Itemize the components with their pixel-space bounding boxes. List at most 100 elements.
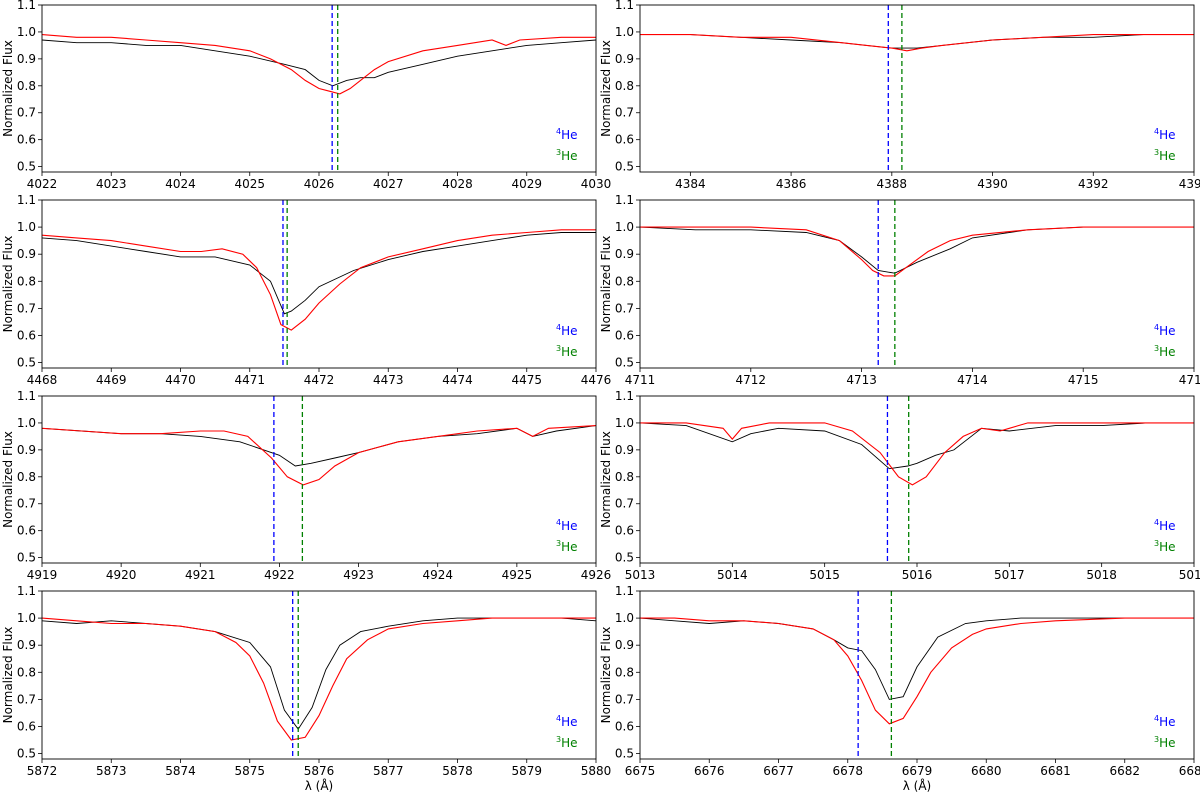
- x-tick-label: 5014: [717, 568, 748, 582]
- model-spectrum-line: [42, 425, 596, 486]
- y-axis-label: Normalized Flux: [1, 431, 15, 528]
- model-spectrum-line: [640, 617, 1194, 725]
- x-tick-label: 4711: [625, 373, 656, 387]
- y-tick-label: 0.5: [17, 551, 36, 565]
- observed-spectrum-line: [42, 617, 596, 730]
- y-axis-label: Normalized Flux: [599, 40, 613, 137]
- y-tick-label: 0.7: [615, 301, 634, 315]
- x-tick-label: 4925: [502, 568, 533, 582]
- x-tick-label: 5878: [442, 764, 473, 778]
- x-tick-label: 5880: [581, 764, 612, 778]
- x-tick-label: 4469: [96, 373, 127, 387]
- x-tick-label: 4386: [776, 177, 807, 191]
- x-tick-label: 5875: [234, 764, 265, 778]
- y-tick-label: 0.5: [615, 356, 634, 370]
- x-tick-label: 4392: [1078, 177, 1109, 191]
- y-axis-label: Normalized Flux: [1, 40, 15, 137]
- x-axis-label: λ (Å): [305, 778, 334, 793]
- x-tick-label: 4022: [27, 177, 58, 191]
- panel-7: 5872 5873 5874 5875 5876 5877 5878 5879 5880 0.5 0…: [1, 584, 611, 793]
- plot-area: [42, 200, 596, 368]
- y-axis-label: Normalized Flux: [1, 236, 15, 333]
- model-spectrum-line: [42, 34, 596, 95]
- legend-he4: 4He: [556, 518, 578, 533]
- x-tick-label: 4919: [27, 568, 58, 582]
- legend-he4: 4He: [1154, 714, 1176, 729]
- x-tick-label: 4470: [165, 373, 196, 387]
- axes-frame: [41, 590, 597, 760]
- y-axis-label: Normalized Flux: [599, 431, 613, 528]
- legend-he3: 3He: [1154, 344, 1176, 359]
- y-tick-label: 0.8: [17, 665, 36, 679]
- y-tick-label: 0.6: [17, 524, 36, 538]
- y-tick-label: 1.1: [17, 0, 36, 12]
- x-tick-label: 4028: [442, 177, 473, 191]
- observed-spectrum-line: [640, 617, 1194, 700]
- x-tick-label: 6681: [1040, 764, 1071, 778]
- y-tick-label: 0.6: [17, 133, 36, 147]
- y-tick-label: 0.5: [615, 551, 634, 565]
- y-tick-label: 0.8: [615, 470, 634, 484]
- y-tick-label: 0.6: [615, 524, 634, 538]
- axes-frame: [639, 199, 1195, 369]
- x-tick-label: 4921: [185, 568, 216, 582]
- y-tick-label: 0.7: [615, 692, 634, 706]
- y-tick-label: 0.5: [17, 747, 36, 761]
- y-tick-label: 0.7: [17, 692, 36, 706]
- y-tick-label: 0.7: [17, 301, 36, 315]
- y-tick-label: 0.8: [615, 665, 634, 679]
- y-tick-label: 1.0: [615, 611, 634, 625]
- y-axis-label: Normalized Flux: [1, 627, 15, 724]
- observed-spectrum-line: [42, 232, 596, 315]
- y-tick-label: 1.0: [17, 25, 36, 39]
- y-tick-label: 0.8: [615, 274, 634, 288]
- x-tick-label: 4714: [957, 373, 988, 387]
- y-tick-label: 1.1: [17, 193, 36, 207]
- y-axis-label: Normalized Flux: [599, 236, 613, 333]
- x-tick-label: 4923: [343, 568, 374, 582]
- y-tick-label: 0.7: [615, 497, 634, 511]
- model-spectrum-line: [640, 422, 1194, 486]
- x-axis-label: λ (Å): [903, 778, 932, 793]
- plot-area: [640, 5, 1194, 172]
- y-tick-label: 0.6: [615, 719, 634, 733]
- y-tick-label: 1.1: [615, 584, 634, 598]
- y-tick-label: 0.9: [615, 52, 634, 66]
- legend-he3: 3He: [556, 344, 578, 359]
- x-tick-label: 6683: [1179, 764, 1200, 778]
- y-tick-label: 1.1: [17, 389, 36, 403]
- panel-2: 4384 4386 4388 4390 4392 4394 0.5 0.6 0.7 0.8 0.9 1…: [599, 0, 1200, 191]
- y-tick-label: 1.0: [615, 25, 634, 39]
- x-tick-label: 4394: [1179, 177, 1200, 191]
- y-tick-label: 0.7: [17, 106, 36, 120]
- x-tick-label: 6677: [763, 764, 794, 778]
- y-tick-label: 0.7: [615, 106, 634, 120]
- y-tick-label: 1.0: [17, 220, 36, 234]
- x-tick-label: 4926: [581, 568, 612, 582]
- x-tick-label: 5879: [511, 764, 542, 778]
- model-spectrum-line: [42, 617, 596, 741]
- x-tick-label: 5872: [27, 764, 58, 778]
- x-tick-label: 4025: [234, 177, 265, 191]
- legend-he3: 3He: [556, 148, 578, 163]
- y-tick-label: 1.1: [615, 0, 634, 12]
- y-tick-label: 1.0: [615, 416, 634, 430]
- y-tick-label: 0.9: [17, 52, 36, 66]
- plot-area: [640, 200, 1194, 368]
- y-tick-label: 0.9: [17, 443, 36, 457]
- y-tick-label: 1.0: [17, 416, 36, 430]
- x-tick-label: 4384: [675, 177, 706, 191]
- x-tick-label: 4029: [511, 177, 542, 191]
- observed-spectrum-line: [42, 39, 596, 87]
- y-axis-label: Normalized Flux: [599, 627, 613, 724]
- y-tick-label: 0.5: [615, 747, 634, 761]
- x-tick-label: 5018: [1086, 568, 1117, 582]
- x-tick-label: 4712: [736, 373, 767, 387]
- panel-4: 4711 4712 4713 4714 4715 4716 0.5 0.6 0.7 0.8 0.9 1…: [599, 193, 1200, 387]
- plot-area: [640, 396, 1194, 563]
- x-tick-label: 4471: [234, 373, 265, 387]
- y-tick-label: 0.6: [615, 328, 634, 342]
- axes-frame: [639, 395, 1195, 564]
- axes-frame: [41, 395, 597, 564]
